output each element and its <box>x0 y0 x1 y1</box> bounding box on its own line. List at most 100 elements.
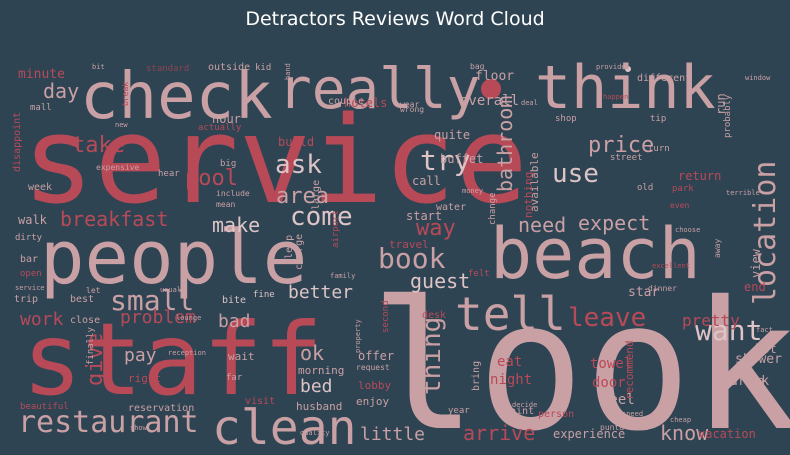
cloud-word: enjoy <box>356 395 389 408</box>
cloud-word: even <box>670 201 689 210</box>
cloud-word: deal <box>521 99 538 107</box>
cloud-word: wear <box>400 100 419 109</box>
cloud-word: pay <box>124 345 157 366</box>
cloud-word: excellent <box>652 262 690 270</box>
cloud-word: hotels <box>344 96 387 110</box>
cloud-word: star <box>628 285 659 300</box>
cloud-word: park <box>672 184 694 194</box>
cloud-word: turn <box>648 144 670 154</box>
cloud-word: water <box>436 202 466 213</box>
cloud-word: arrive <box>463 421 535 445</box>
cloud-word: know <box>660 421 709 445</box>
cloud-word: felt <box>468 269 490 279</box>
cloud-word: dinner <box>648 284 677 293</box>
cloud-word: fine <box>253 290 275 300</box>
cloud-word: pretty <box>682 311 740 330</box>
cloud-word: little <box>360 424 425 445</box>
cloud-word: pool <box>185 166 238 191</box>
cloud-word: point <box>504 406 534 417</box>
cloud-word: change <box>488 192 498 225</box>
cloud-word: noise <box>430 415 451 423</box>
cloud-word: really <box>278 57 480 122</box>
cloud-word: bag <box>470 62 485 71</box>
cloud-word: look <box>370 263 790 455</box>
cloud-word: restaurant <box>18 405 199 440</box>
cloud-word: eat <box>497 354 522 370</box>
cloud-word: morning <box>298 364 344 377</box>
cloud-word: make <box>212 213 260 237</box>
cloud-word: hand <box>284 63 292 80</box>
cloud-word: feel <box>601 392 635 408</box>
cloud-word: standard <box>146 64 189 74</box>
cloud-word: ok <box>300 341 324 365</box>
cloud-word: terrible <box>726 189 760 197</box>
cloud-word: minute <box>18 67 65 82</box>
cloud-word: bite <box>222 295 246 306</box>
cloud-word: person <box>538 409 574 420</box>
cloud-word: decide <box>512 401 537 409</box>
cloud-word: happen <box>603 93 628 101</box>
cloud-word: door <box>592 375 626 391</box>
cloud-word: expect <box>578 211 650 235</box>
cloud-word: lounge <box>176 314 201 322</box>
cloud-word: available <box>528 152 541 212</box>
cloud-word: break <box>121 82 130 106</box>
cloud-word: book <box>378 242 446 275</box>
cloud-word: close <box>70 315 100 326</box>
cloud-word: probably <box>723 94 733 138</box>
cloud-word: speed <box>622 410 643 418</box>
cloud-word: property <box>354 319 362 353</box>
cloud-word: let <box>86 286 101 295</box>
cloud-word: help <box>756 377 766 399</box>
cloud-word: travel <box>389 238 429 251</box>
cloud-word: people <box>40 215 307 301</box>
cloud-word: punta cana <box>600 423 648 432</box>
cloud-word: overall <box>460 93 519 109</box>
cloud-word: request <box>356 363 390 372</box>
cloud-word: money <box>462 187 483 195</box>
cloud-word: new <box>115 121 128 129</box>
cloud-word: bathroom <box>493 96 517 192</box>
cloud-word: old <box>637 183 653 193</box>
cloud-word: night <box>490 372 532 388</box>
cloud-word: take <box>72 133 125 158</box>
cloud-word: cheap <box>670 416 691 424</box>
cloud-word: end <box>744 280 766 294</box>
cloud-word: location <box>748 161 783 306</box>
cloud-word: call <box>412 174 441 188</box>
cloud-word: fact <box>756 326 773 334</box>
cloud-word: floor <box>475 69 514 84</box>
cloud-word: bad <box>218 311 251 332</box>
cloud-word: breakfast <box>60 207 168 231</box>
cloud-word: clean <box>212 400 357 455</box>
cloud-word: desk <box>422 310 446 321</box>
cloud-word: beach <box>490 213 701 295</box>
decor-dot <box>625 66 631 72</box>
cloud-word: usual <box>160 286 181 294</box>
cloud-word: ask <box>275 150 322 180</box>
cloud-word: week <box>28 182 52 193</box>
cloud-word: thing <box>417 317 447 395</box>
cloud-word: trip <box>14 294 38 305</box>
cloud-word: big <box>220 159 236 169</box>
cloud-word: need <box>518 213 566 237</box>
cloud-word: show <box>130 424 148 432</box>
cloud-word: reception <box>168 349 206 357</box>
cloud-word: disappoint <box>12 112 23 172</box>
cloud-word: come <box>290 202 353 232</box>
cloud-word: experience <box>553 427 625 441</box>
cloud-word: husband <box>296 400 342 413</box>
cloud-word: window <box>745 74 771 82</box>
cloud-word: include <box>216 189 250 198</box>
cloud-word: best <box>70 294 94 305</box>
cloud-word: small <box>110 284 194 317</box>
cloud-word: lot <box>755 342 777 356</box>
cloud-word: open <box>20 269 42 279</box>
cloud-word: way <box>416 216 456 241</box>
cloud-word: different <box>637 73 691 84</box>
cloud-word: provide <box>596 63 626 71</box>
cloud-word: tip <box>650 114 666 124</box>
cloud-word: wrong <box>400 105 424 114</box>
cloud-word: choose <box>675 226 700 234</box>
